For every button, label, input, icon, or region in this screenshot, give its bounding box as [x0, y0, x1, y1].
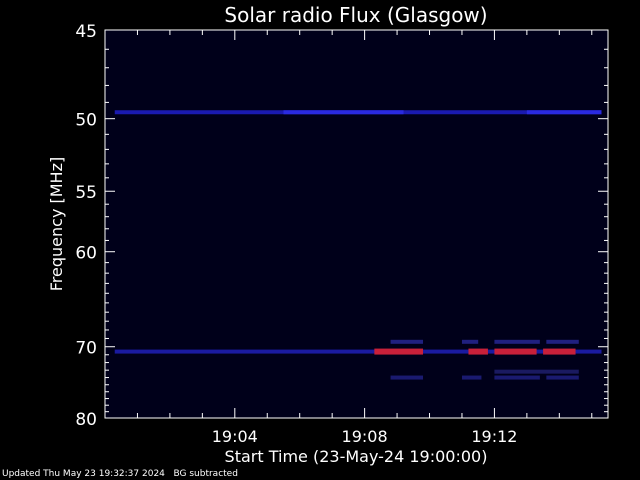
spectrogram-band: [494, 348, 537, 355]
y-tick-label: 55: [75, 183, 97, 203]
spectrogram-band: [546, 375, 579, 380]
y-tick-label: 45: [75, 22, 97, 42]
x-tick-label: 19:04: [212, 427, 258, 446]
spectrogram-band: [494, 369, 579, 374]
y-tick-label: 50: [75, 111, 97, 131]
x-tick-label: 19:12: [471, 427, 517, 446]
plot-area: [105, 30, 608, 418]
spectrogram-band: [461, 375, 482, 380]
spectrogram-band: [390, 339, 424, 344]
x-axis-label: Start Time (23-May-24 19:00:00): [225, 447, 488, 466]
axes: 45 50 55 60 70 80 19:04 19:08 19:12: [75, 22, 609, 446]
spectrogram-band: [546, 339, 579, 344]
updated-timestamp: Updated Thu May 23 19:32:37 2024: [2, 469, 165, 479]
spectrogram-band: [374, 348, 424, 355]
spectrogram-band: [114, 349, 602, 354]
spectrogram-band: [468, 348, 488, 355]
axes-frame: [104, 29, 609, 419]
spectrogram-band: [526, 110, 602, 115]
x-tick-label: 19:08: [342, 427, 388, 446]
bg-subtracted-note: BG subtracted: [173, 469, 238, 479]
footer-status: Updated Thu May 23 19:32:37 2024 BG subt…: [2, 469, 238, 479]
spectrogram-bands: [114, 110, 602, 380]
y-tick-label: 70: [75, 339, 97, 359]
spectrogram-band: [390, 375, 424, 380]
spectrogram-band: [461, 339, 479, 344]
spectrogram-band: [543, 348, 576, 355]
spectrogram-band: [494, 339, 540, 344]
spectrogram-band: [494, 375, 540, 380]
spectrogram-band: [283, 110, 404, 115]
y-axis-label: Frequency [MHz]: [47, 157, 66, 291]
chart-title: Solar radio Flux (Glasgow): [224, 3, 487, 27]
y-tick-label: 60: [75, 244, 97, 264]
y-tick-label: 80: [75, 410, 97, 430]
